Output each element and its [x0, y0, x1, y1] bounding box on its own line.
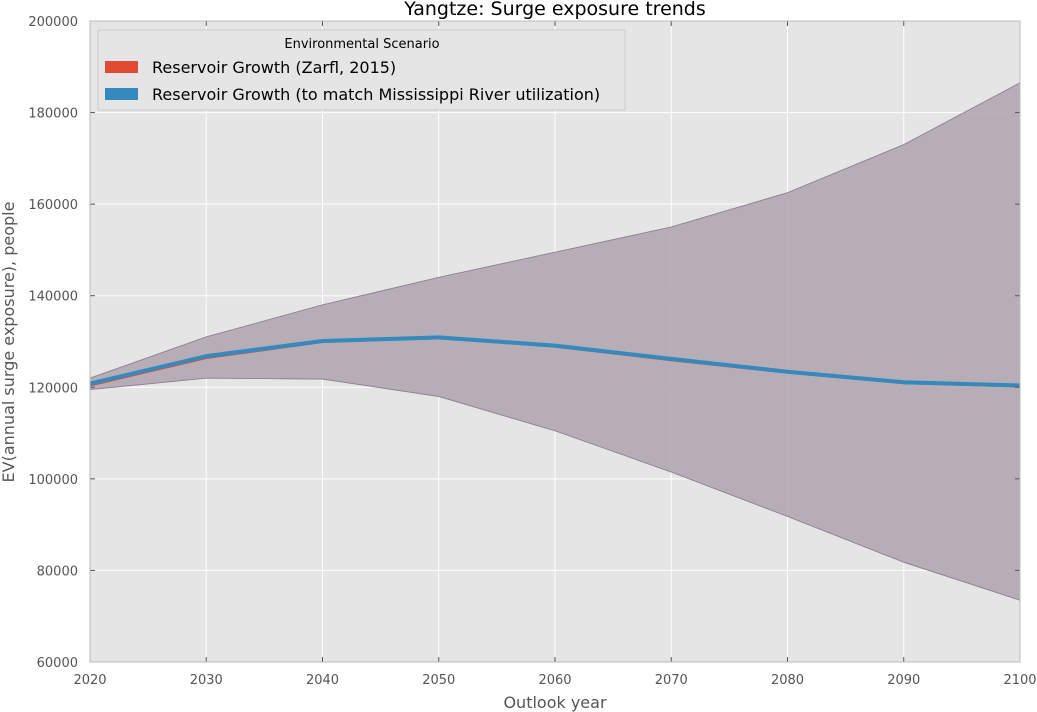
- x-tick-label: 2090: [887, 673, 920, 688]
- x-tick-label: 2050: [422, 673, 455, 688]
- legend: Environmental Scenario Reservoir Growth …: [97, 29, 626, 111]
- legend-swatch-zarfl: [105, 61, 138, 73]
- legend-swatch-mississippi: [105, 88, 138, 100]
- y-tick-label: 200000: [28, 15, 78, 30]
- x-tick-label: 2020: [73, 673, 106, 688]
- x-tick-label: 2080: [771, 673, 804, 688]
- axis-ticks: [89, 20, 1021, 663]
- x-tick-label: 2070: [655, 673, 688, 688]
- series-lines: [89, 335, 1021, 388]
- legend-box: [97, 29, 626, 111]
- x-tick-label: 2040: [306, 673, 339, 688]
- x-tick-labels: 2020 2030 2040 2050 2060 2070 2080 2090 2100: [73, 673, 1036, 688]
- legend-title: Environmental Scenario: [284, 37, 439, 52]
- y-tick-label: 120000: [28, 381, 78, 396]
- series-line-mississippi: [89, 335, 1021, 388]
- legend-label-mississippi: Reservoir Growth (to match Mississippi R…: [152, 85, 600, 104]
- x-tick-label: 2060: [538, 673, 571, 688]
- x-tick-label: 2100: [1003, 673, 1036, 688]
- y-tick-label: 80000: [37, 564, 78, 579]
- y-tick-label: 100000: [28, 473, 78, 488]
- y-tick-label: 160000: [28, 198, 78, 213]
- y-tick-labels: 60000 80000 100000 120000 140000 160000 180000…: [28, 15, 78, 671]
- x-axis-label: Outlook year: [503, 693, 607, 712]
- y-tick-label: 60000: [37, 656, 78, 671]
- y-axis-label: EV(annual surge exposure), people: [0, 202, 18, 483]
- legend-label-zarfl: Reservoir Growth (Zarfl, 2015): [152, 58, 396, 77]
- y-tick-label: 180000: [28, 107, 78, 122]
- plot-frame: [89, 20, 1021, 663]
- y-tick-label: 140000: [28, 290, 78, 305]
- chart-title: Yangtze: Surge exposure trends: [403, 0, 706, 20]
- x-tick-label: 2030: [190, 673, 223, 688]
